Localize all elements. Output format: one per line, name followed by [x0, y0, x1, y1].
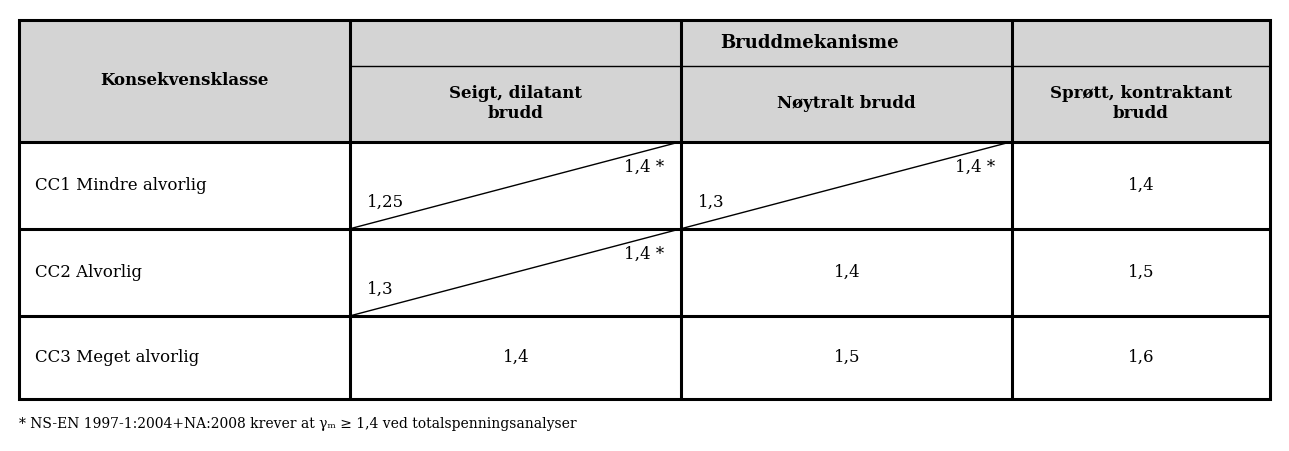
Bar	[351, 66, 682, 142]
Bar	[682, 229, 1012, 316]
Text: * NS-EN 1997-1:2004+NA:2008 krever at γₘ ≥ 1,4 ved totalspenningsanalyser: * NS-EN 1997-1:2004+NA:2008 krever at γₘ…	[19, 417, 577, 431]
Text: 1,4: 1,4	[1128, 177, 1154, 193]
Text: 1,4 *: 1,4 *	[624, 159, 665, 176]
Bar	[351, 20, 682, 66]
Text: 1,4 *: 1,4 *	[955, 159, 995, 176]
Bar	[1012, 66, 1270, 142]
Text: CC1 Mindre alvorlig: CC1 Mindre alvorlig	[35, 177, 206, 193]
Text: 1,5: 1,5	[834, 349, 860, 366]
Text: 1,5: 1,5	[1128, 264, 1154, 281]
Text: 1,4: 1,4	[834, 264, 860, 281]
Bar	[19, 229, 351, 316]
Bar	[1012, 229, 1270, 316]
Bar	[19, 20, 351, 142]
Text: Nøytralt brudd: Nøytralt brudd	[777, 95, 916, 112]
Bar	[19, 316, 351, 399]
Text: CC3 Meget alvorlig: CC3 Meget alvorlig	[35, 349, 199, 366]
Text: 1,3: 1,3	[699, 194, 724, 211]
Text: 1,4 *: 1,4 *	[624, 246, 665, 263]
Text: Seigt, dilatant
brudd: Seigt, dilatant brudd	[450, 85, 583, 122]
Text: Sprøtt, kontraktant
brudd: Sprøtt, kontraktant brudd	[1051, 85, 1232, 122]
Text: 1,4: 1,4	[503, 349, 528, 366]
Bar	[1012, 20, 1270, 66]
Text: Bruddmekanisme: Bruddmekanisme	[721, 34, 900, 52]
Bar	[19, 20, 1270, 399]
Bar	[351, 142, 682, 229]
Bar	[19, 142, 351, 229]
Bar	[682, 20, 1012, 66]
Text: 1,3: 1,3	[367, 281, 393, 298]
Bar	[1012, 142, 1270, 229]
Text: CC2 Alvorlig: CC2 Alvorlig	[35, 264, 142, 281]
Bar	[351, 229, 682, 316]
Text: Konsekvensklasse: Konsekvensklasse	[101, 73, 269, 89]
Bar	[682, 142, 1012, 229]
Text: 1,25: 1,25	[367, 194, 405, 211]
Text: 1,6: 1,6	[1128, 349, 1154, 366]
Bar	[682, 66, 1012, 142]
Bar	[1012, 316, 1270, 399]
Bar	[351, 316, 682, 399]
Bar	[682, 316, 1012, 399]
